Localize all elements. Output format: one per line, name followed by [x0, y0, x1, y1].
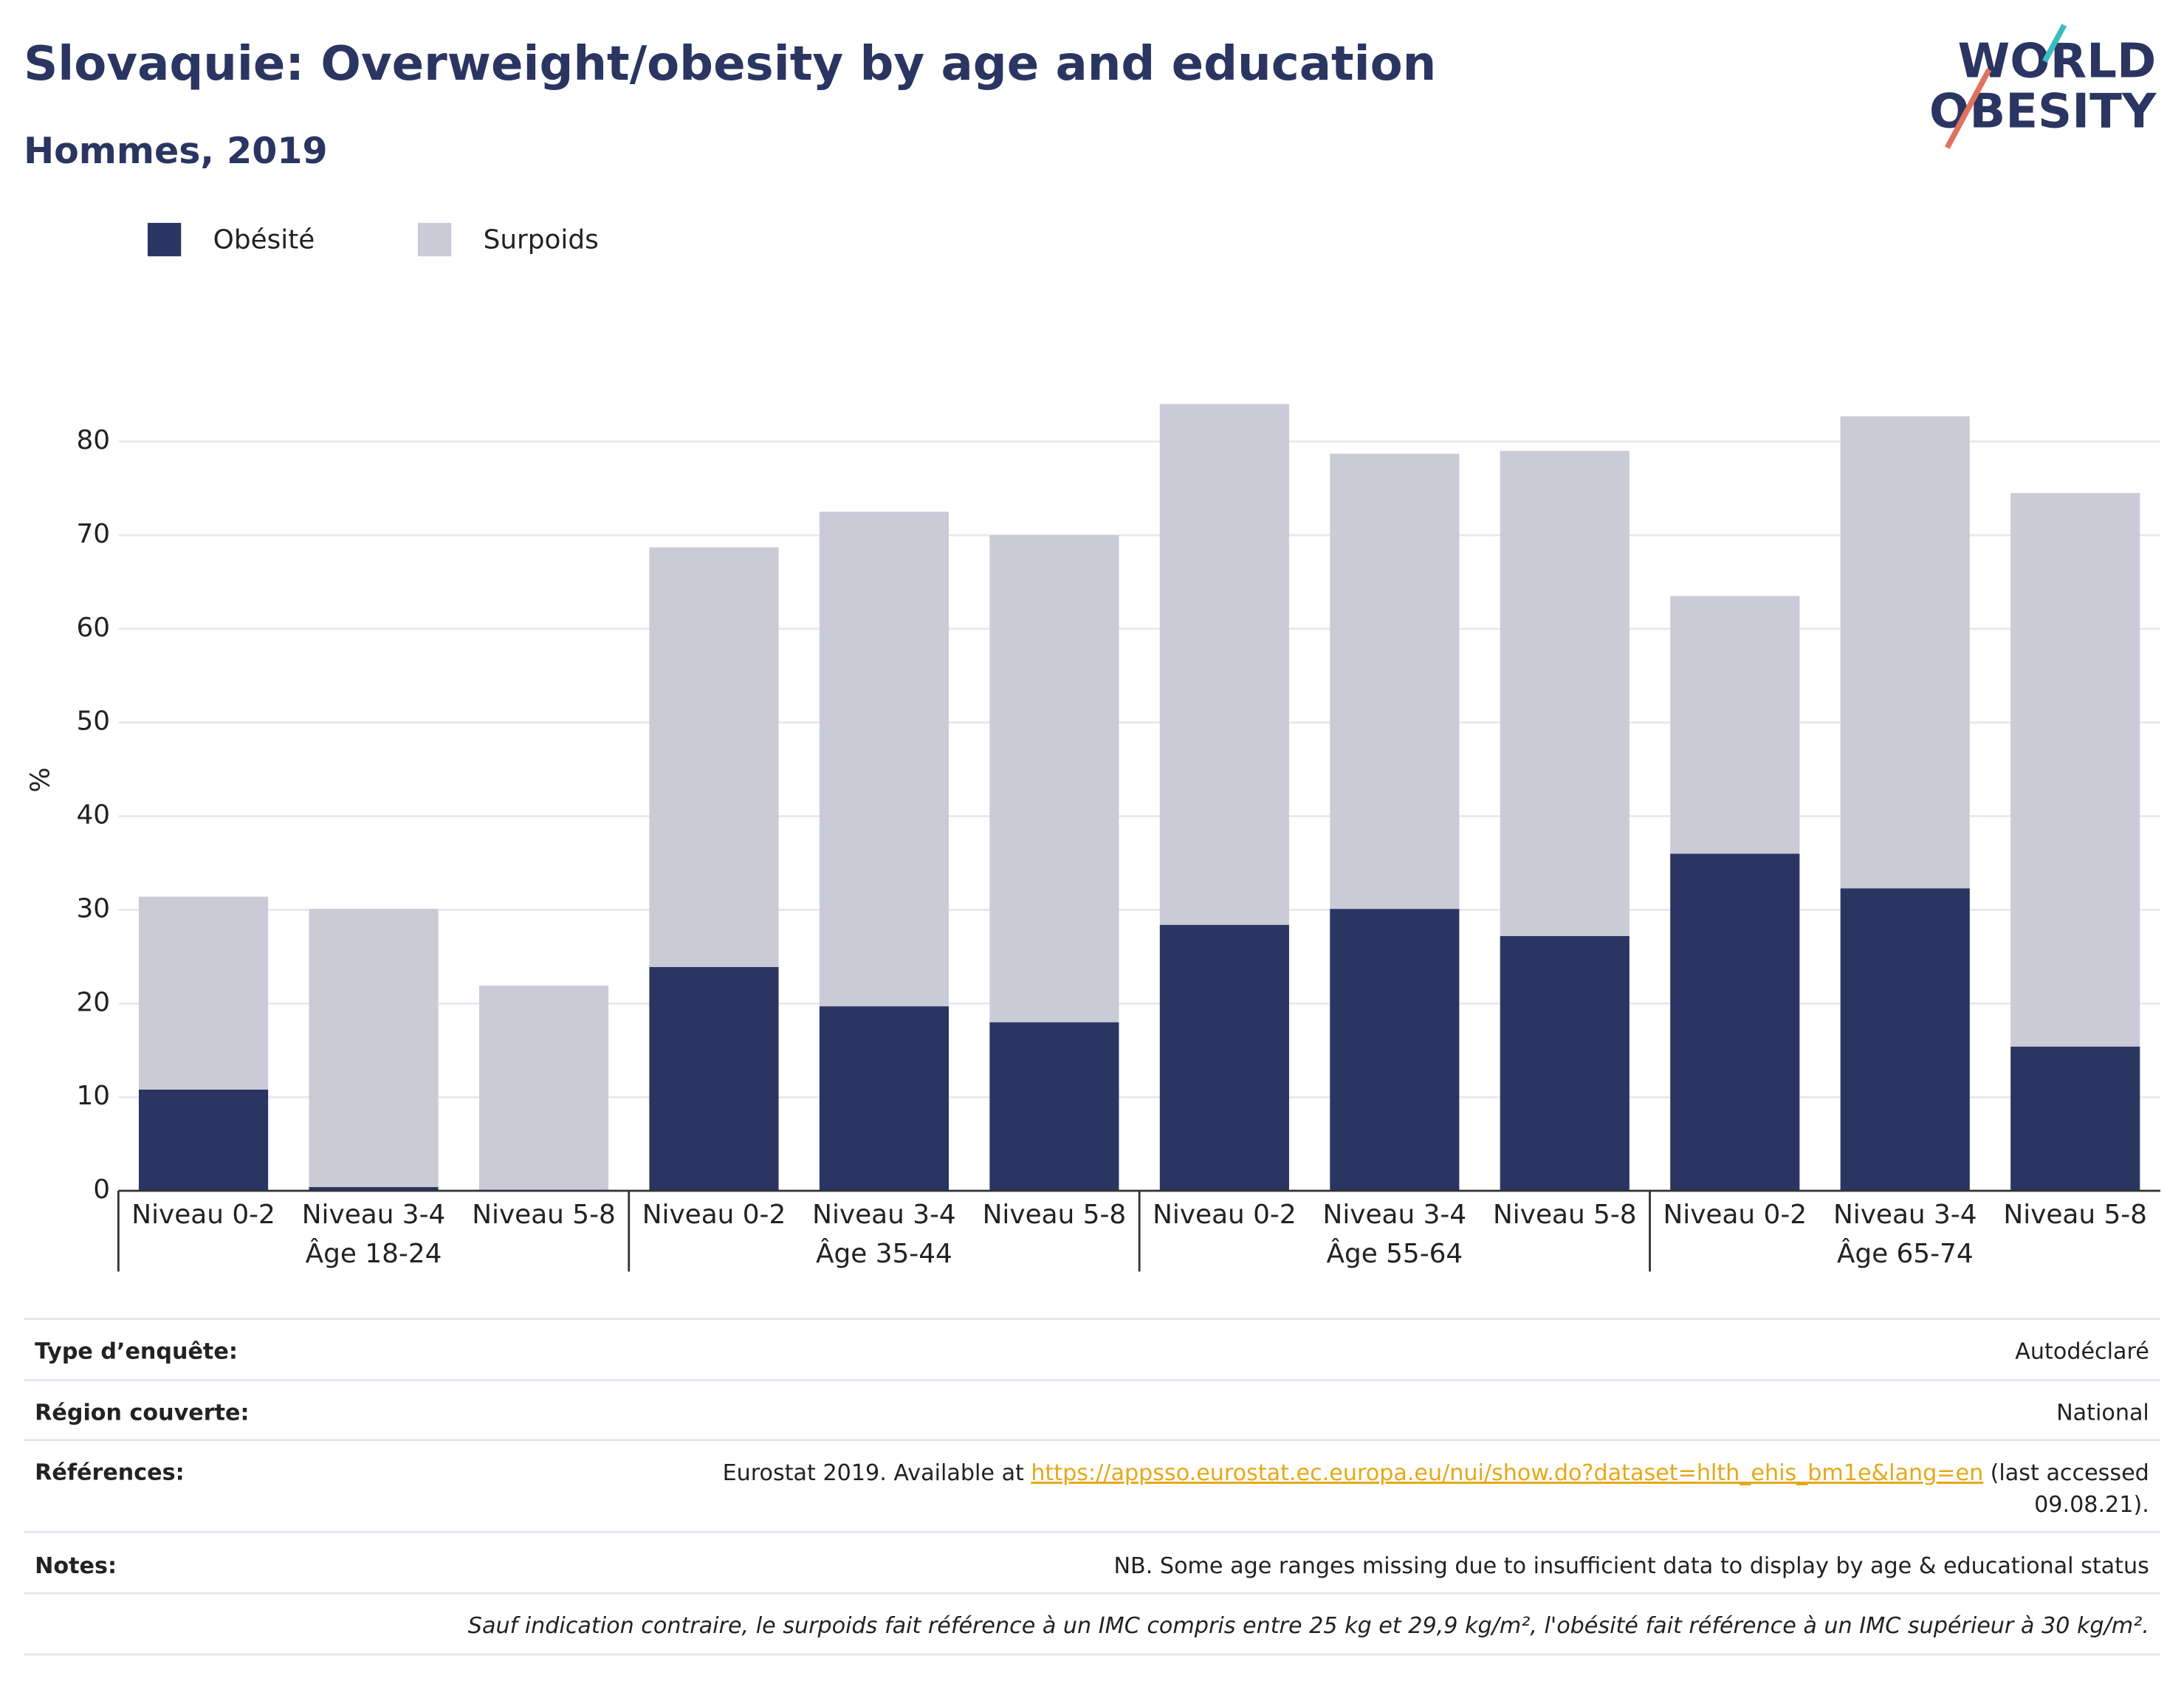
y-tick-label: 70 [76, 519, 110, 549]
y-tick-label: 30 [76, 893, 110, 924]
group-label: Âge 55-64 [1326, 1238, 1463, 1269]
bar [1840, 888, 1970, 1192]
x-tick-label: Niveau 5-8 [1493, 1200, 1637, 1230]
bar [1159, 924, 1289, 1192]
legend-label: Surpoids [484, 224, 599, 255]
footer-note: Sauf indication contraire, le surpoids f… [468, 1613, 2149, 1639]
legend-swatch [417, 222, 452, 257]
footer-value: NB. Some age ranges missing due to insuf… [1113, 1553, 2149, 1579]
y-tick-label: 0 [93, 1175, 110, 1205]
bar [478, 986, 609, 1192]
x-tick-label: Niveau 5-8 [983, 1200, 1127, 1230]
footer-value: 09.08.21). [2034, 1492, 2149, 1518]
bar [1670, 853, 1800, 1192]
y-tick-label: 20 [76, 987, 110, 1017]
bar [1330, 453, 1460, 910]
bar [139, 1090, 269, 1192]
footer-value: National [2056, 1400, 2149, 1426]
x-tick-label: Niveau 3-4 [812, 1200, 956, 1230]
logo-slash [2042, 24, 2067, 63]
bar [1670, 596, 1800, 854]
chart-subtitle: Hommes, 2019 [24, 129, 327, 172]
bar [139, 896, 269, 1090]
bar [309, 909, 439, 1187]
bar [1840, 416, 1970, 889]
footer-value: Autodéclaré [2015, 1338, 2149, 1364]
bar [2010, 1046, 2140, 1192]
x-tick-label: Niveau 3-4 [1323, 1200, 1467, 1230]
footer-label: Type d’enquête: [35, 1338, 238, 1364]
logo-text: OBESITY [1929, 83, 2157, 139]
bar [819, 512, 950, 1007]
x-tick-label: Niveau 5-8 [2003, 1200, 2147, 1230]
logo: WORLD OBESITY [1929, 24, 2157, 149]
bar [1500, 935, 1630, 1192]
bar [1159, 404, 1289, 925]
footer-label: Références: [35, 1460, 184, 1485]
bar [1330, 909, 1460, 1192]
x-tick-label: Niveau 3-4 [1833, 1200, 1977, 1230]
y-tick-label: 50 [76, 706, 110, 737]
reference-text: Eurostat 2019. Available at [723, 1460, 1024, 1485]
footer-value: Eurostat 2019. Available at https://appss… [723, 1460, 2149, 1485]
footer-label: Notes: [35, 1553, 117, 1579]
y-tick-label: 80 [76, 425, 110, 455]
bar [2010, 492, 2140, 1047]
reference-link[interactable]: https://appsso.eurostat.ec.europa.eu/nui… [1031, 1460, 1983, 1485]
bar [1500, 450, 1630, 936]
x-tick-label: Niveau 0-2 [642, 1200, 786, 1230]
x-tick-label: Niveau 5-8 [472, 1200, 616, 1230]
legend-label: Obésité [213, 224, 315, 255]
legend-swatch [147, 222, 182, 257]
x-tick-label: Niveau 3-4 [302, 1200, 446, 1230]
bar [989, 534, 1119, 1022]
logo-slash [1944, 68, 1992, 149]
group-label: Âge 18-24 [306, 1238, 442, 1269]
footer-label: Région couverte: [35, 1400, 249, 1426]
y-tick-label: 10 [76, 1081, 110, 1111]
bar [649, 966, 779, 1192]
chart-title: Slovaquie: Overweight/obesity by age and… [24, 36, 1436, 92]
reference-text: (last accessed [1991, 1460, 2149, 1485]
bar [989, 1022, 1119, 1192]
bar [309, 1186, 439, 1192]
x-tick-label: Niveau 0-2 [131, 1200, 275, 1230]
group-label: Âge 65-74 [1837, 1238, 1974, 1269]
y-tick-label: 40 [76, 800, 110, 831]
x-tick-label: Niveau 0-2 [1153, 1200, 1297, 1230]
bar [649, 547, 779, 967]
y-axis-label: % [26, 767, 56, 792]
y-tick-label: 60 [76, 613, 110, 643]
bar [819, 1006, 950, 1192]
x-tick-label: Niveau 0-2 [1663, 1200, 1807, 1230]
group-label: Âge 35-44 [816, 1238, 952, 1269]
